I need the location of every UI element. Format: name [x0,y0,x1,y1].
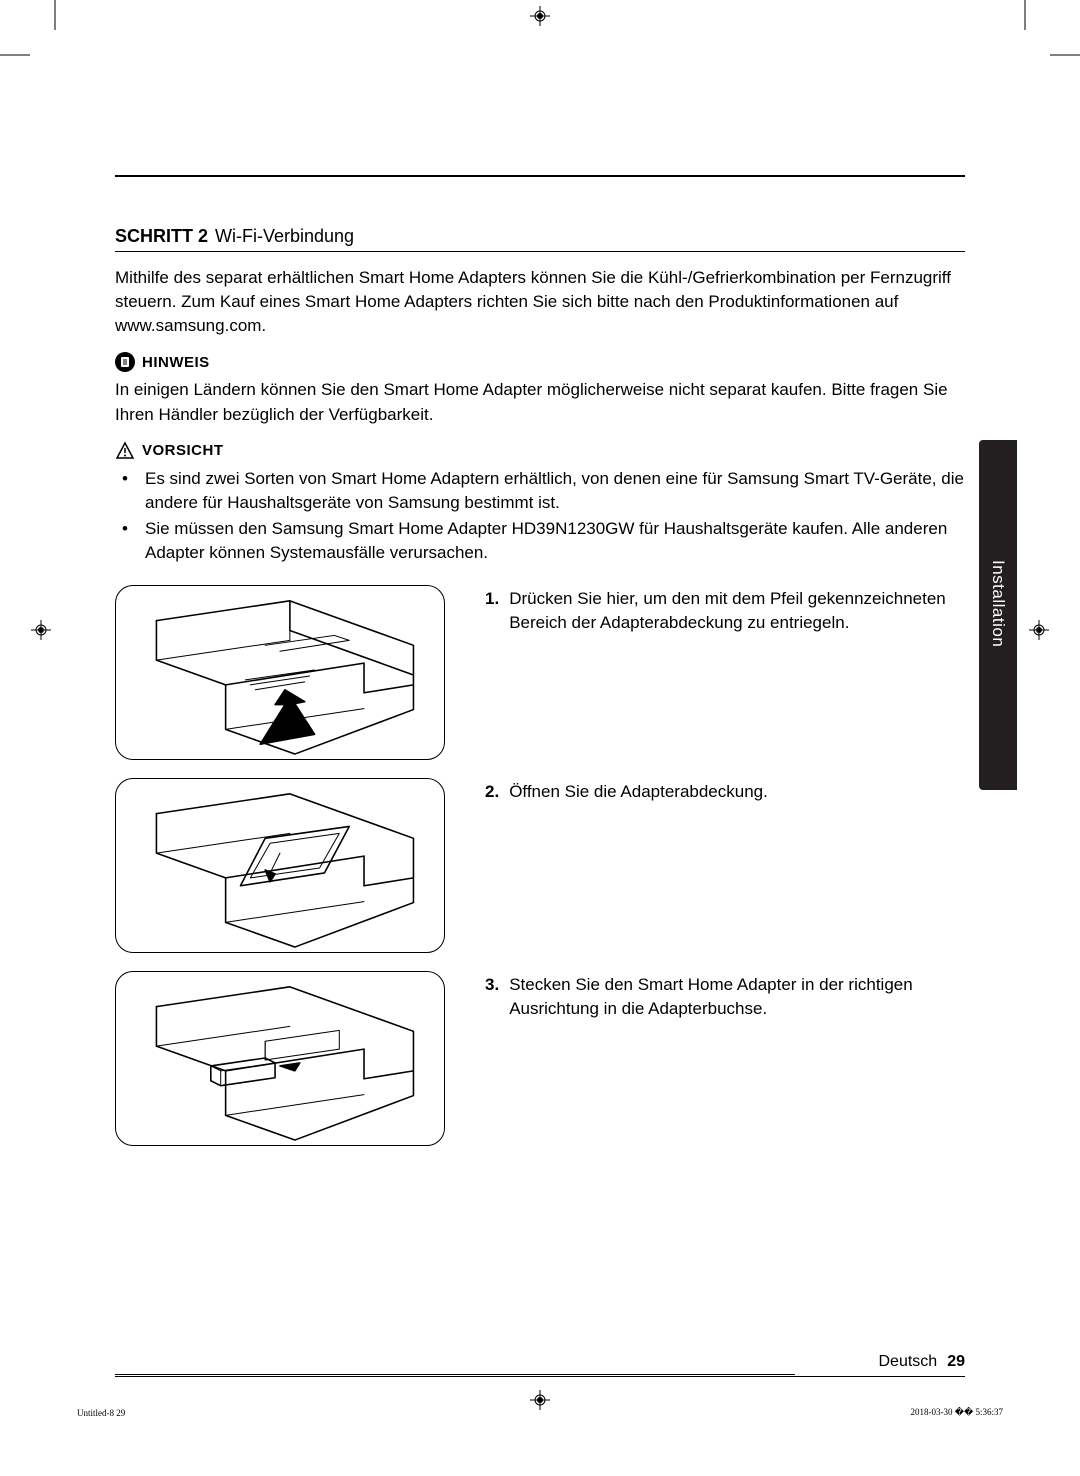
figure-1 [115,585,445,760]
registration-mark-icon [530,6,550,26]
hinweis-label: HINWEIS [142,354,210,371]
caution-icon [115,441,135,461]
registration-mark-icon [31,620,51,640]
page-number: 29 [947,1353,965,1371]
intro-paragraph: Mithilfe des separat erhältlichen Smart … [115,266,965,338]
vorsicht-label: VORSICHT [142,442,224,459]
step-number: 2. [485,780,499,953]
figure-2 [115,778,445,953]
section-tab-label: Installation [988,560,1008,647]
instruction-step: 1.Drücken Sie hier, um den mit dem Pfeil… [115,585,965,760]
note-icon [115,352,135,372]
registration-mark-icon [530,1390,550,1410]
registration-mark-icon [1029,620,1049,640]
step-text: Öffnen Sie die Adapterabdeckung. [509,780,768,953]
language-label: Deutsch [879,1353,938,1371]
step-text: Drücken Sie hier, um den mit dem Pfeil g… [509,587,965,760]
print-meta-right: 2018-03-30 �� 5:36:37 [911,1407,1003,1418]
section-heading: SCHRITT 2 Wi-Fi-Verbindung [115,226,965,252]
page-footer: Deutsch 29 [879,1353,966,1371]
top-rule [115,175,965,177]
step-title: Wi-Fi-Verbindung [215,226,354,247]
bullet-text: Es sind zwei Sorten von Smart Home Adapt… [145,467,965,515]
vorsicht-bullets: •Es sind zwei Sorten von Smart Home Adap… [115,467,965,566]
figure-3 [115,971,445,1146]
vorsicht-heading: VORSICHT [115,441,965,461]
print-meta-left: Untitled-8 29 [77,1408,125,1418]
step-label: SCHRITT 2 [115,226,208,247]
step-number: 3. [485,973,499,1146]
hinweis-heading: HINWEIS [115,352,965,372]
step-text: Stecken Sie den Smart Home Adapter in de… [509,973,965,1146]
bottom-rule [115,1376,965,1378]
bullet-text: Sie müssen den Samsung Smart Home Adapte… [145,517,965,565]
instruction-step: 2.Öffnen Sie die Adapterabdeckung. [115,778,965,953]
instruction-step: 3.Stecken Sie den Smart Home Adapter in … [115,971,965,1146]
step-number: 1. [485,587,499,760]
section-tab: Installation [979,440,1017,790]
hinweis-text: In einigen Ländern können Sie den Smart … [115,378,965,426]
